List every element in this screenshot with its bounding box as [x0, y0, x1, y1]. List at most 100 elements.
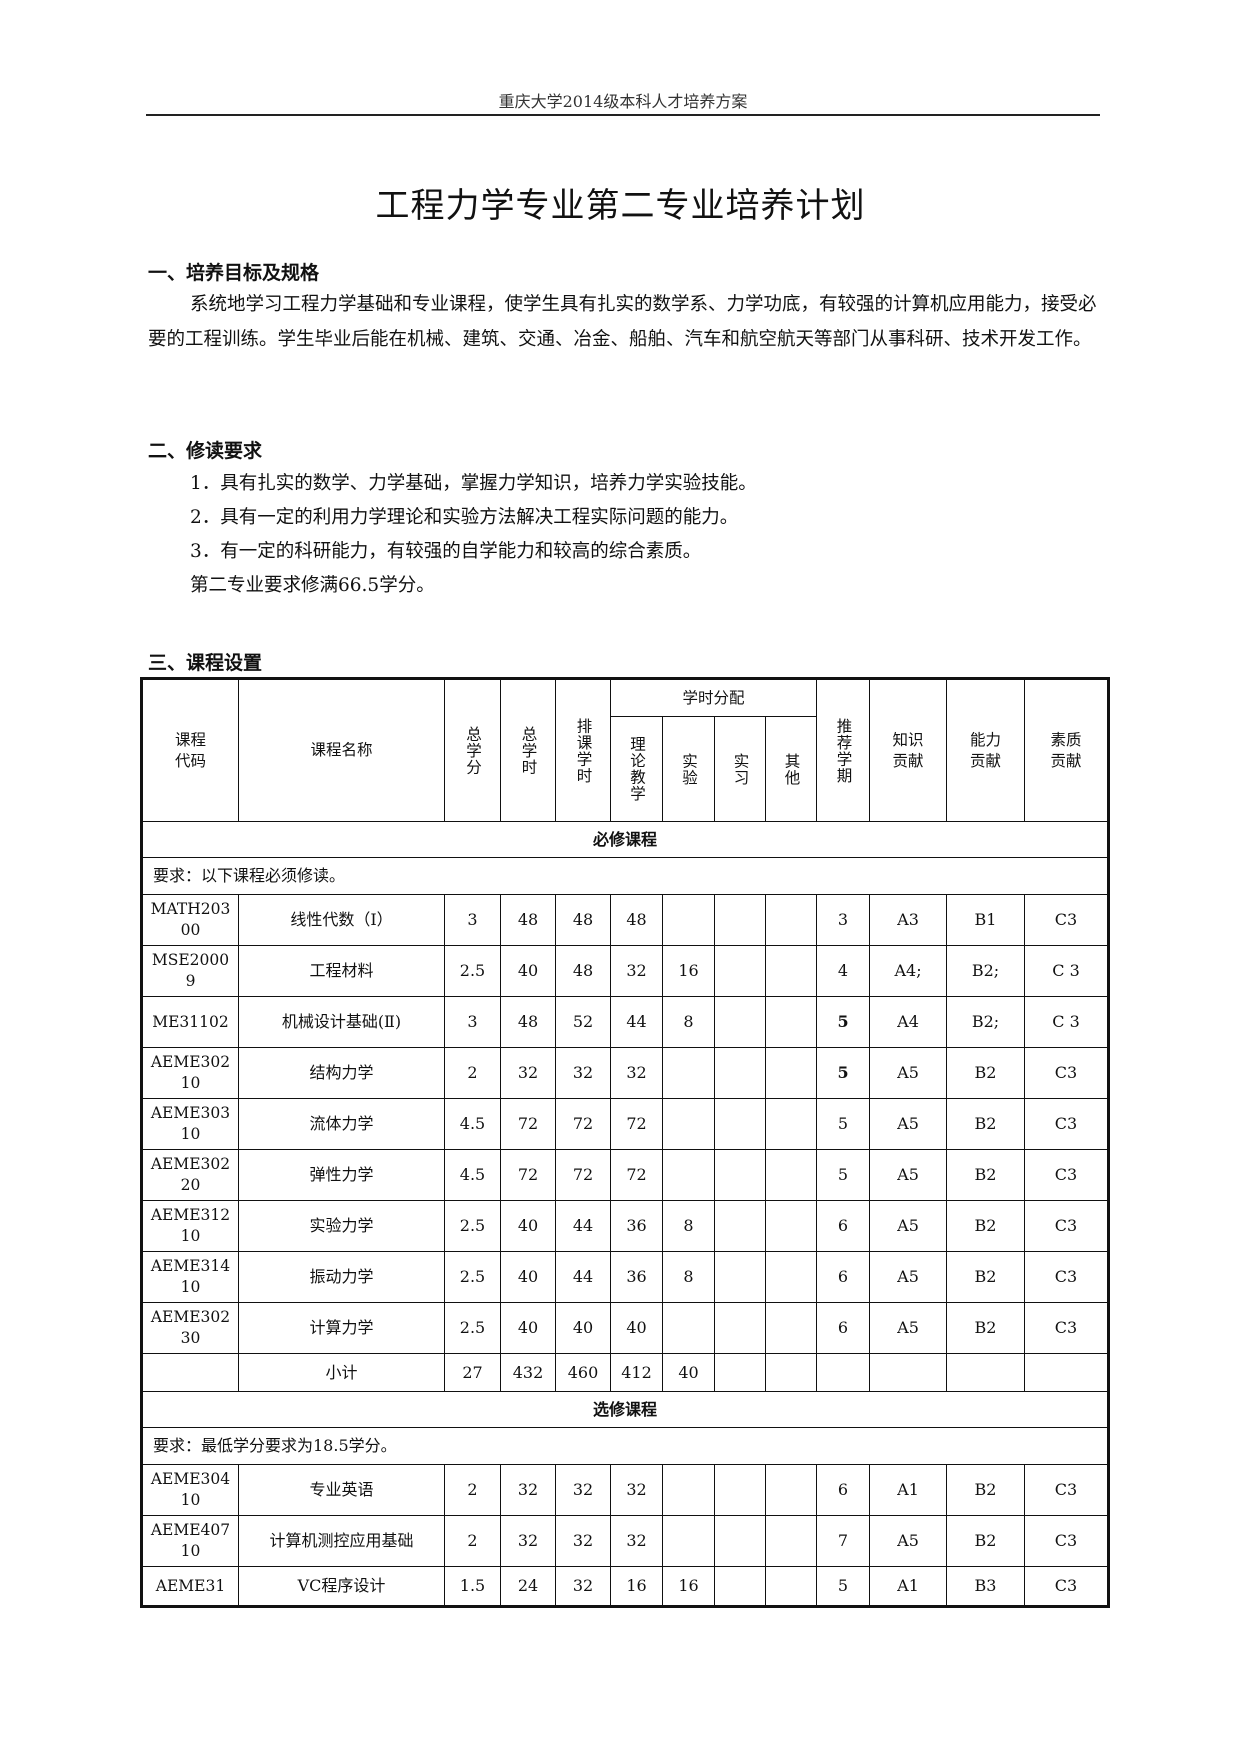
cell: 6: [816, 1200, 871, 1252]
cell: [714, 1251, 766, 1303]
cell: 40: [555, 1302, 611, 1354]
cell: C3: [1024, 1047, 1110, 1099]
cell: [662, 1464, 715, 1516]
cell: A3: [869, 894, 948, 946]
cell: 40: [500, 945, 556, 997]
cell: 5: [816, 1149, 871, 1201]
cell: AEME40710: [141, 1515, 239, 1567]
cell: [714, 996, 766, 1048]
requirement-text: 要求：最低学分要求为18.5学分。: [140, 1427, 1110, 1465]
cell: A5: [869, 1251, 948, 1303]
cell: 32: [555, 1515, 611, 1567]
cell: 72: [500, 1149, 556, 1201]
cell: 线性代数（I）: [238, 894, 445, 946]
cell: B2: [946, 1098, 1026, 1150]
cell: B2;: [946, 996, 1026, 1048]
cell: [764, 1302, 818, 1354]
cell: [1024, 1353, 1110, 1392]
col-sched-hours: 排课学时: [555, 678, 611, 822]
cell: B1: [946, 894, 1026, 946]
cell: MATH20300: [141, 894, 239, 946]
col-knowledge: 知识贡献: [869, 678, 948, 822]
cell: C3: [1024, 1464, 1110, 1516]
cell: A5: [869, 1515, 948, 1567]
requirement-item: 1．具有扎实的数学、力学基础，掌握力学知识，培养力学实验技能。: [190, 473, 757, 494]
cell: 27: [444, 1353, 501, 1392]
cell: [764, 1515, 818, 1567]
cell: A5: [869, 1200, 948, 1252]
cell: [662, 1515, 715, 1567]
cell: 16: [662, 1566, 715, 1607]
cell: 8: [662, 996, 715, 1048]
cell: 4.5: [444, 1149, 501, 1201]
cell: 72: [610, 1149, 663, 1201]
col-hours: 总学时: [500, 678, 556, 822]
cell: 32: [555, 1566, 611, 1607]
cell: 5: [816, 996, 871, 1048]
table-row: MATH20300 线性代数（I） 3 48 48 48 3 A3 B1 C3: [141, 894, 1110, 946]
cell: [764, 945, 818, 997]
col-code: 课程代码: [141, 678, 239, 822]
cell: B3: [946, 1566, 1026, 1607]
cell: 6: [816, 1251, 871, 1303]
cell: 小计: [238, 1353, 445, 1392]
col-hour-distribution: 学时分配: [609, 678, 818, 717]
cell: AEME31210: [141, 1200, 239, 1252]
cell: B2: [946, 1047, 1026, 1099]
cell: 计算机测控应用基础: [238, 1515, 445, 1567]
page-title: 工程力学专业第二专业培养计划: [375, 186, 866, 226]
cell: C3: [1024, 1302, 1110, 1354]
cell: [714, 1098, 766, 1150]
cell: 16: [662, 945, 715, 997]
table-row: AEME30230 计算力学 2.5 40 40 40 6 A5 B2 C3: [141, 1302, 1110, 1354]
cell: [764, 1464, 818, 1516]
cell: A5: [869, 1302, 948, 1354]
cell: 32: [610, 1515, 663, 1567]
cell: [764, 1200, 818, 1252]
cell: 4: [816, 945, 871, 997]
requirement-text: 要求：以下课程必须修读。: [140, 857, 1110, 895]
cell: 实验力学: [238, 1200, 445, 1252]
cell: C3: [1024, 1098, 1110, 1150]
cell: B2: [946, 1200, 1026, 1252]
cell: [764, 996, 818, 1048]
cell: C 3: [1024, 945, 1110, 997]
section1-heading: 一、培养目标及规格: [148, 262, 320, 284]
cell: 48: [500, 894, 556, 946]
requirement-item: 3．有一定的科研能力，有较强的自学能力和较高的综合素质。: [190, 541, 702, 562]
cell: C3: [1024, 1515, 1110, 1567]
cell: 72: [555, 1098, 611, 1150]
cell: [764, 1251, 818, 1303]
cell: 机械设计基础(Ⅱ): [238, 996, 445, 1048]
cell: 460: [555, 1353, 611, 1392]
cell: 计算力学: [238, 1302, 445, 1354]
cell: 2.5: [444, 1302, 501, 1354]
cell: 432: [500, 1353, 556, 1392]
cell: C3: [1024, 1149, 1110, 1201]
cell: ME31102: [141, 996, 239, 1048]
section2-heading: 二、修读要求: [148, 440, 263, 462]
cell: [714, 1200, 766, 1252]
cell: 36: [610, 1200, 663, 1252]
course-table: 课程代码 课程名称 总学分 总学时 排课学时 学时分配 推荐学期 知识贡献 能力…: [140, 677, 1111, 1608]
elective-section: 选修课程: [140, 1391, 1110, 1428]
cell: A4;: [869, 945, 948, 997]
cell: [764, 1353, 818, 1392]
cell: 24: [500, 1566, 556, 1607]
cell: AEME30410: [141, 1464, 239, 1516]
cell: 48: [610, 894, 663, 946]
cell: [714, 1464, 766, 1516]
required-section-label: 必修课程: [140, 821, 1110, 858]
cell: 2: [444, 1515, 501, 1567]
cell: 6: [816, 1302, 871, 1354]
table-row: AEME30210 结构力学 2 32 32 32 5 A5 B2 C3: [141, 1047, 1110, 1099]
cell: [662, 1047, 715, 1099]
section1-text: 系统地学习工程力学基础和专业课程，使学生具有扎实的数学系、力学功底，有较强的计算…: [148, 294, 1097, 350]
col-term: 推荐学期: [816, 678, 871, 822]
cell: 3: [444, 894, 501, 946]
cell: 工程材料: [238, 945, 445, 997]
cell: 32: [610, 1464, 663, 1516]
cell: 3: [816, 894, 871, 946]
cell: [764, 894, 818, 946]
requirement-credits: 第二专业要求修满66.5学分。: [190, 575, 435, 596]
